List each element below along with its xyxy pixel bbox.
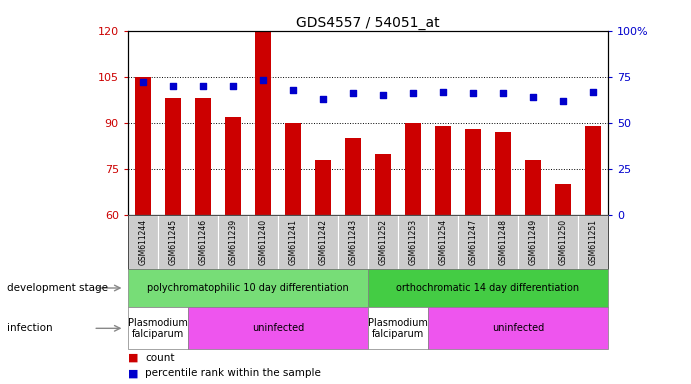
Bar: [248, 215, 278, 269]
Bar: [368, 215, 398, 269]
Point: [468, 90, 479, 96]
Point: [227, 83, 238, 89]
Text: GSM611243: GSM611243: [348, 219, 357, 265]
Bar: [548, 215, 578, 269]
Text: development stage: development stage: [7, 283, 108, 293]
Text: infection: infection: [7, 323, 53, 333]
Bar: [188, 307, 368, 349]
Bar: [368, 269, 608, 307]
Text: GSM611247: GSM611247: [468, 219, 477, 265]
Point: [287, 87, 299, 93]
Point: [587, 88, 598, 94]
Bar: [128, 307, 188, 349]
Text: ■: ■: [128, 353, 138, 363]
Bar: [524, 160, 541, 384]
Bar: [428, 215, 458, 269]
Title: GDS4557 / 54051_at: GDS4557 / 54051_at: [296, 16, 439, 30]
Point: [377, 92, 388, 98]
Bar: [585, 126, 601, 384]
Bar: [128, 269, 368, 307]
Bar: [488, 215, 518, 269]
Text: ■: ■: [128, 368, 138, 378]
Text: percentile rank within the sample: percentile rank within the sample: [145, 368, 321, 378]
Bar: [225, 117, 241, 384]
Bar: [158, 215, 188, 269]
Bar: [128, 215, 158, 269]
Text: uninfected: uninfected: [492, 323, 544, 333]
Bar: [188, 215, 218, 269]
Text: GSM611241: GSM611241: [288, 219, 297, 265]
Bar: [195, 98, 211, 384]
Bar: [518, 215, 548, 269]
Text: GSM611250: GSM611250: [558, 219, 567, 265]
Point: [167, 83, 178, 89]
Text: GSM611253: GSM611253: [408, 219, 417, 265]
Bar: [285, 123, 301, 384]
Point: [198, 83, 209, 89]
Bar: [218, 215, 248, 269]
Bar: [278, 215, 308, 269]
Bar: [578, 215, 608, 269]
Point: [348, 90, 359, 96]
Bar: [368, 307, 428, 349]
Text: GSM611246: GSM611246: [198, 219, 207, 265]
Point: [138, 79, 149, 85]
Text: polychromatophilic 10 day differentiation: polychromatophilic 10 day differentiatio…: [147, 283, 349, 293]
Text: orthochromatic 14 day differentiation: orthochromatic 14 day differentiation: [397, 283, 580, 293]
Bar: [405, 123, 422, 384]
Bar: [255, 31, 271, 384]
Point: [437, 88, 448, 94]
Text: Plasmodium
falciparum: Plasmodium falciparum: [128, 318, 188, 339]
Bar: [338, 215, 368, 269]
Point: [317, 96, 328, 102]
Text: GSM611242: GSM611242: [319, 219, 328, 265]
Bar: [465, 129, 481, 384]
Text: GSM611244: GSM611244: [138, 219, 147, 265]
Bar: [435, 126, 451, 384]
Point: [408, 90, 419, 96]
Bar: [555, 184, 571, 384]
Point: [527, 94, 538, 100]
Bar: [495, 132, 511, 384]
Text: GSM611252: GSM611252: [379, 219, 388, 265]
Bar: [398, 215, 428, 269]
Bar: [164, 98, 181, 384]
Text: GSM611251: GSM611251: [589, 219, 598, 265]
Text: GSM611245: GSM611245: [169, 219, 178, 265]
Bar: [135, 77, 151, 384]
Bar: [345, 138, 361, 384]
Text: GSM611239: GSM611239: [229, 219, 238, 265]
Text: GSM611249: GSM611249: [529, 219, 538, 265]
Bar: [458, 215, 488, 269]
Bar: [375, 154, 391, 384]
Text: uninfected: uninfected: [252, 323, 304, 333]
Bar: [314, 160, 331, 384]
Bar: [428, 307, 608, 349]
Text: GSM611240: GSM611240: [258, 219, 267, 265]
Text: GSM611248: GSM611248: [498, 219, 507, 265]
Text: Plasmodium
falciparum: Plasmodium falciparum: [368, 318, 428, 339]
Bar: [308, 215, 338, 269]
Point: [498, 90, 509, 96]
Point: [257, 78, 268, 84]
Text: count: count: [145, 353, 175, 363]
Text: GSM611254: GSM611254: [439, 219, 448, 265]
Point: [558, 98, 569, 104]
